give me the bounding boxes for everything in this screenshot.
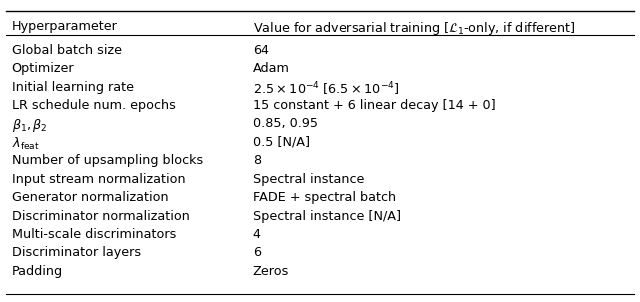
Text: Number of upsampling blocks: Number of upsampling blocks [12, 154, 203, 167]
Text: Zeros: Zeros [253, 265, 289, 278]
Text: Adam: Adam [253, 62, 290, 75]
Text: $\lambda_{\mathrm{feat}}$: $\lambda_{\mathrm{feat}}$ [12, 136, 39, 152]
Text: Spectral instance: Spectral instance [253, 173, 364, 186]
Text: 15 constant + 6 linear decay [14 + 0]: 15 constant + 6 linear decay [14 + 0] [253, 99, 495, 112]
Text: 0.5 [N/A]: 0.5 [N/A] [253, 136, 310, 149]
Text: Multi-scale discriminators: Multi-scale discriminators [12, 228, 176, 241]
Text: Discriminator normalization: Discriminator normalization [12, 210, 189, 223]
Text: Optimizer: Optimizer [12, 62, 74, 75]
Text: 6: 6 [253, 246, 261, 259]
Text: 0.85, 0.95: 0.85, 0.95 [253, 117, 318, 130]
Text: Value for adversarial training [$\mathcal{L}_1$-only, if different]: Value for adversarial training [$\mathca… [253, 20, 575, 37]
Text: 8: 8 [253, 154, 261, 167]
Text: 64: 64 [253, 44, 269, 57]
Text: Initial learning rate: Initial learning rate [12, 81, 134, 94]
Text: Spectral instance [N/A]: Spectral instance [N/A] [253, 210, 401, 223]
Text: LR schedule num. epochs: LR schedule num. epochs [12, 99, 175, 112]
Text: 4: 4 [253, 228, 261, 241]
Text: Input stream normalization: Input stream normalization [12, 173, 185, 186]
Text: Hyperparameter: Hyperparameter [12, 20, 117, 33]
Text: Padding: Padding [12, 265, 63, 278]
Text: FADE + spectral batch: FADE + spectral batch [253, 191, 396, 204]
Text: $\beta_1, \beta_2$: $\beta_1, \beta_2$ [12, 117, 47, 134]
Text: Discriminator layers: Discriminator layers [12, 246, 141, 259]
Text: Global batch size: Global batch size [12, 44, 122, 57]
Text: Generator normalization: Generator normalization [12, 191, 168, 204]
Text: $2.5 \times 10^{-4}$ [$6.5 \times 10^{-4}$]: $2.5 \times 10^{-4}$ [$6.5 \times 10^{-4… [253, 81, 399, 98]
